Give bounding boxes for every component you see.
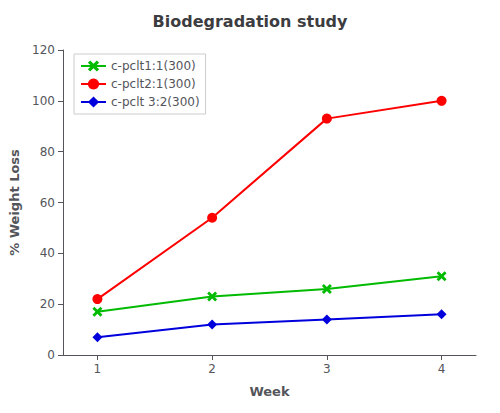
svg-text:c-pclt2:1(300): c-pclt2:1(300) [111,77,196,91]
svg-text:4: 4 [438,362,446,376]
svg-text:60: 60 [40,196,55,210]
svg-text:100: 100 [32,94,55,108]
svg-text:3: 3 [323,362,331,376]
svg-text:20: 20 [40,297,55,311]
svg-text:Week: Week [249,384,290,399]
svg-text:80: 80 [40,145,55,159]
svg-text:40: 40 [40,246,55,260]
svg-text:Biodegradation study: Biodegradation study [153,12,348,31]
svg-text:% Weight Loss: % Weight Loss [7,149,22,256]
svg-text:2: 2 [208,362,216,376]
svg-text:c-pclt 3:2(300): c-pclt 3:2(300) [111,95,200,109]
svg-text:c-pclt1:1(300): c-pclt1:1(300) [111,59,196,73]
svg-text:0: 0 [47,348,55,362]
svg-text:120: 120 [32,43,55,57]
svg-text:1: 1 [94,362,102,376]
